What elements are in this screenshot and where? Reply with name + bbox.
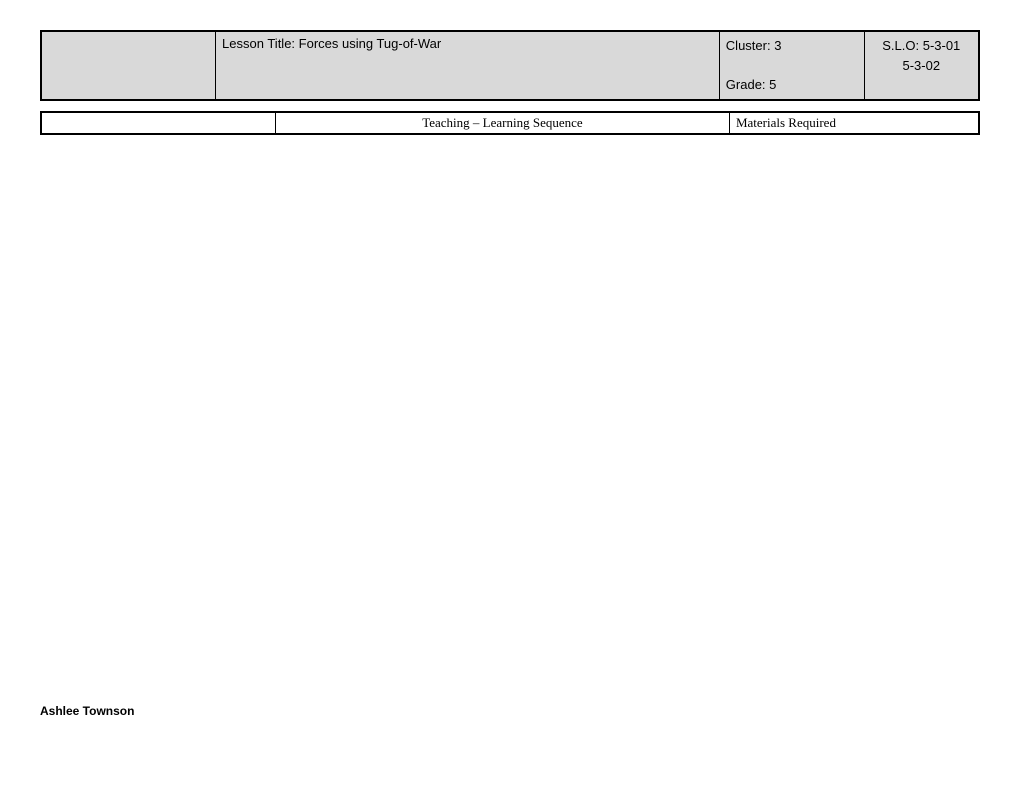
slo-line1: S.L.O: 5-3-01 bbox=[871, 36, 972, 56]
author-name: Ashlee Townson bbox=[40, 704, 134, 718]
lesson-title-text: Lesson Title: Forces using Tug-of-War bbox=[222, 36, 441, 51]
subheader-col3: Materials Required bbox=[729, 112, 979, 134]
subheader-table: Teaching – Learning Sequence Materials R… bbox=[40, 111, 980, 135]
subheader-col1 bbox=[41, 112, 275, 134]
header-empty-cell bbox=[41, 31, 216, 100]
cluster-grade-cell: Cluster: 3 Grade: 5 bbox=[719, 31, 864, 100]
subheader-col2: Teaching – Learning Sequence bbox=[275, 112, 729, 134]
grade-text: Grade: 5 bbox=[726, 75, 858, 95]
lesson-title-cell: Lesson Title: Forces using Tug-of-War bbox=[216, 31, 720, 100]
cluster-text: Cluster: 3 bbox=[726, 36, 858, 56]
slo-line2: 5-3-02 bbox=[871, 56, 972, 76]
slo-cell: S.L.O: 5-3-01 5-3-02 bbox=[864, 31, 979, 100]
lesson-header-table: Lesson Title: Forces using Tug-of-War Cl… bbox=[40, 30, 980, 101]
